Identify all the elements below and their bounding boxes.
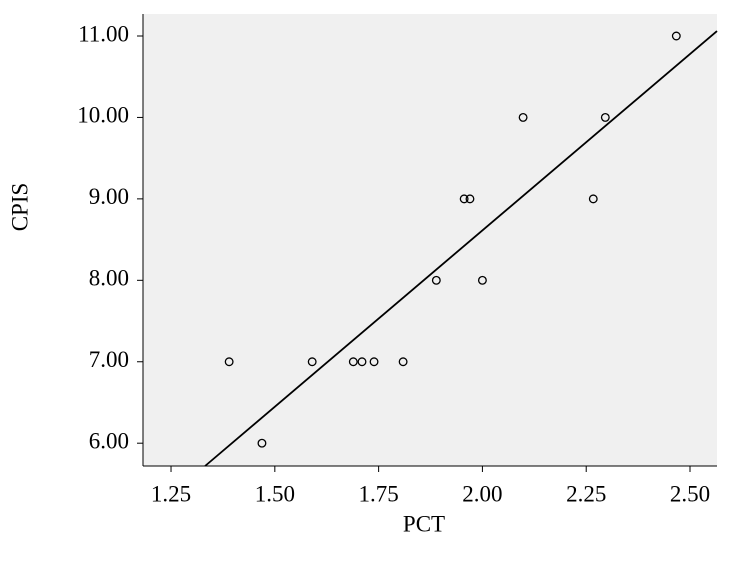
x-tick-label: 2.50: [670, 481, 710, 506]
y-tick-label: 7.00: [89, 347, 129, 372]
point: [588, 194, 598, 204]
point: [257, 438, 267, 448]
point: [465, 194, 475, 204]
x-tick-label: 1.50: [255, 481, 295, 506]
x-tick-label: 2.00: [462, 481, 502, 506]
x-tick-label: 1.25: [151, 481, 191, 506]
point: [431, 275, 441, 285]
y-axis-label: CPIS: [7, 183, 32, 232]
point: [459, 194, 469, 204]
point: [348, 357, 358, 367]
point: [477, 275, 487, 285]
y-tick-label: 11.00: [78, 21, 129, 46]
y-tick-label: 8.00: [89, 266, 129, 291]
point: [398, 357, 408, 367]
point: [224, 357, 234, 367]
y-tick-label: 9.00: [89, 184, 129, 209]
x-tick-label: 2.25: [566, 481, 606, 506]
fit-line: [204, 30, 718, 467]
point: [357, 357, 367, 367]
y-tick-label: 6.00: [89, 428, 129, 453]
point: [518, 112, 528, 122]
x-axis-label: PCT: [403, 511, 445, 536]
y-tick-label: 10.00: [77, 103, 129, 128]
point: [671, 31, 681, 41]
x-tick-label: 1.75: [358, 481, 398, 506]
point: [307, 357, 317, 367]
point: [369, 357, 379, 367]
point: [600, 112, 610, 122]
plot-area: [143, 14, 717, 466]
